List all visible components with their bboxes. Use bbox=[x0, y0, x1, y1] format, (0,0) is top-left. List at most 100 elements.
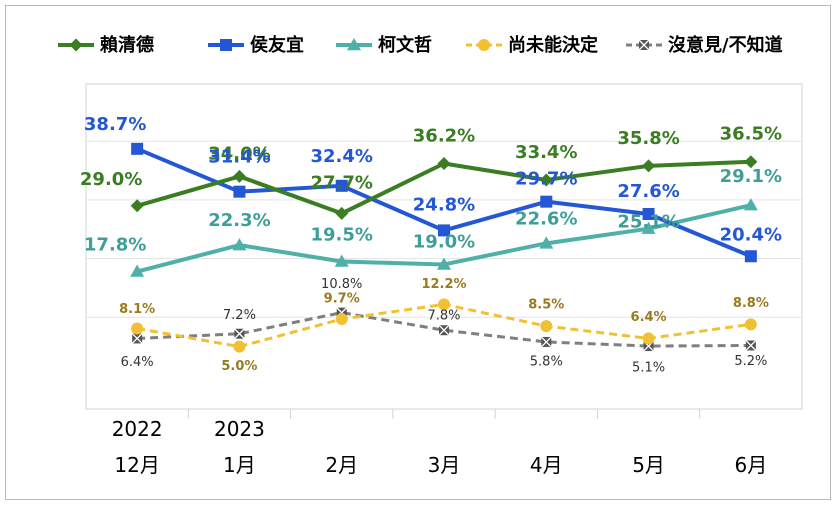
x-tick-label: 1月 bbox=[223, 453, 256, 477]
data-label: 8.1% bbox=[119, 302, 155, 317]
data-label: 8.8% bbox=[733, 296, 769, 311]
x-tick-label: 2月 bbox=[325, 453, 358, 477]
x-axis: 2022 12月 2023 1月 2月 3月 4月 5月 6月 bbox=[112, 409, 767, 477]
data-point bbox=[335, 179, 348, 192]
data-point bbox=[641, 221, 656, 234]
data-label: 8.5% bbox=[528, 298, 564, 313]
data-label: 31.4% bbox=[208, 147, 270, 168]
legend-label: 侯友宜 bbox=[250, 34, 304, 56]
legend-label: 尚未能決定 bbox=[508, 34, 598, 56]
data-point bbox=[642, 207, 655, 220]
data-point bbox=[539, 173, 553, 187]
data-label: 12.2% bbox=[421, 277, 466, 292]
data-label: 35.8% bbox=[617, 128, 679, 149]
data-point bbox=[438, 324, 450, 336]
data-label: 7.2% bbox=[223, 308, 256, 323]
data-point bbox=[438, 224, 450, 237]
data-label: 6.4% bbox=[631, 310, 667, 325]
legend-item: 沒意見/不知道 bbox=[626, 34, 783, 56]
data-point bbox=[232, 238, 247, 251]
data-point bbox=[540, 195, 553, 208]
data-label: 29.0% bbox=[80, 169, 142, 190]
legend-marker bbox=[638, 39, 650, 51]
data-label: 32.4% bbox=[310, 146, 372, 167]
data-point bbox=[744, 318, 757, 331]
data-label: 38.7% bbox=[84, 114, 146, 135]
legend-marker bbox=[69, 38, 83, 52]
data-point bbox=[233, 185, 246, 198]
legend: 賴清德 侯友宜 柯文哲 尚未能決定 沒意見/不知道 bbox=[58, 34, 783, 56]
data-label: 5.1% bbox=[632, 361, 665, 376]
legend-item: 柯文哲 bbox=[336, 34, 432, 56]
data-point bbox=[437, 257, 451, 270]
series-1 bbox=[131, 142, 757, 263]
data-label: 9.7% bbox=[324, 292, 360, 307]
legend-label: 賴清德 bbox=[100, 34, 154, 56]
data-label: 5.0% bbox=[221, 359, 257, 374]
series-0 bbox=[130, 155, 758, 220]
legend-label: 柯文哲 bbox=[378, 34, 432, 56]
data-point bbox=[334, 254, 349, 267]
data-label: 33.4% bbox=[515, 142, 577, 163]
data-label: 36.5% bbox=[720, 124, 782, 145]
legend-label: 沒意見/不知道 bbox=[668, 34, 783, 56]
x-year-label: 2022 bbox=[112, 417, 163, 441]
x-tick-label: 12月 bbox=[114, 453, 159, 477]
plot-area bbox=[85, 83, 803, 410]
data-label: 25.1% bbox=[617, 212, 679, 233]
data-point bbox=[131, 332, 143, 344]
data-point bbox=[437, 157, 451, 171]
legend-item: 賴清德 bbox=[58, 34, 154, 56]
data-point bbox=[539, 236, 554, 249]
legend-marker bbox=[347, 38, 361, 51]
data-point bbox=[130, 199, 144, 213]
data-label: 5.2% bbox=[734, 354, 767, 369]
data-point bbox=[743, 198, 758, 211]
series-group bbox=[130, 142, 758, 353]
series-2 bbox=[130, 198, 758, 277]
data-point bbox=[335, 206, 349, 220]
data-label: 24.8% bbox=[413, 194, 475, 215]
data-label: 19.0% bbox=[413, 231, 475, 252]
data-label: 27.6% bbox=[617, 181, 679, 202]
data-point bbox=[744, 155, 758, 169]
data-label: 22.6% bbox=[515, 208, 577, 229]
data-label: 5.8% bbox=[530, 354, 563, 369]
data-point bbox=[540, 336, 552, 348]
data-point bbox=[131, 142, 144, 155]
data-point bbox=[540, 320, 553, 333]
data-point bbox=[232, 169, 246, 183]
data-label: 22.3% bbox=[208, 210, 270, 231]
legend-marker bbox=[220, 39, 232, 51]
data-point bbox=[335, 313, 348, 326]
data-label: 34.0% bbox=[208, 143, 270, 164]
data-label: 29.1% bbox=[720, 166, 782, 187]
data-point bbox=[642, 332, 655, 345]
data-label: 7.8% bbox=[427, 309, 460, 324]
data-label: 17.8% bbox=[84, 235, 146, 256]
series-3 bbox=[131, 298, 757, 353]
data-labels: 29.0% 34.0% 27.7% 36.2% 33.4% 35.8% 36.5% 38.7%… bbox=[80, 114, 782, 376]
data-label: 36.2% bbox=[413, 126, 475, 147]
data-point bbox=[438, 298, 450, 311]
data-point bbox=[130, 264, 145, 277]
data-point bbox=[233, 340, 246, 353]
x-year-label: 2023 bbox=[214, 417, 265, 441]
data-point bbox=[233, 328, 245, 340]
x-tick-label: 5月 bbox=[632, 453, 665, 477]
legend-item: 尚未能決定 bbox=[466, 34, 598, 56]
legend-marker bbox=[478, 39, 490, 51]
data-point bbox=[744, 250, 757, 263]
data-label: 6.4% bbox=[121, 355, 154, 370]
data-label: 29.7% bbox=[515, 169, 577, 190]
x-tick-label: 6月 bbox=[734, 453, 767, 477]
line-chart: 賴清德 侯友宜 柯文哲 尚未能決定 沒意見/不知道 2022 12月 2023 1月 2月 3月 4… bbox=[58, 34, 803, 477]
data-label: 19.5% bbox=[310, 225, 372, 246]
data-point bbox=[642, 159, 656, 173]
x-tick-label: 4月 bbox=[530, 453, 563, 477]
data-label: 20.4% bbox=[720, 224, 782, 245]
data-point bbox=[131, 322, 144, 335]
data-label: 27.7% bbox=[310, 172, 372, 193]
data-label: 10.8% bbox=[321, 277, 362, 292]
chart-frame: 賴清德 侯友宜 柯文哲 尚未能決定 沒意見/不知道 2022 12月 2023 1月 2月 3月 4… bbox=[5, 5, 831, 500]
